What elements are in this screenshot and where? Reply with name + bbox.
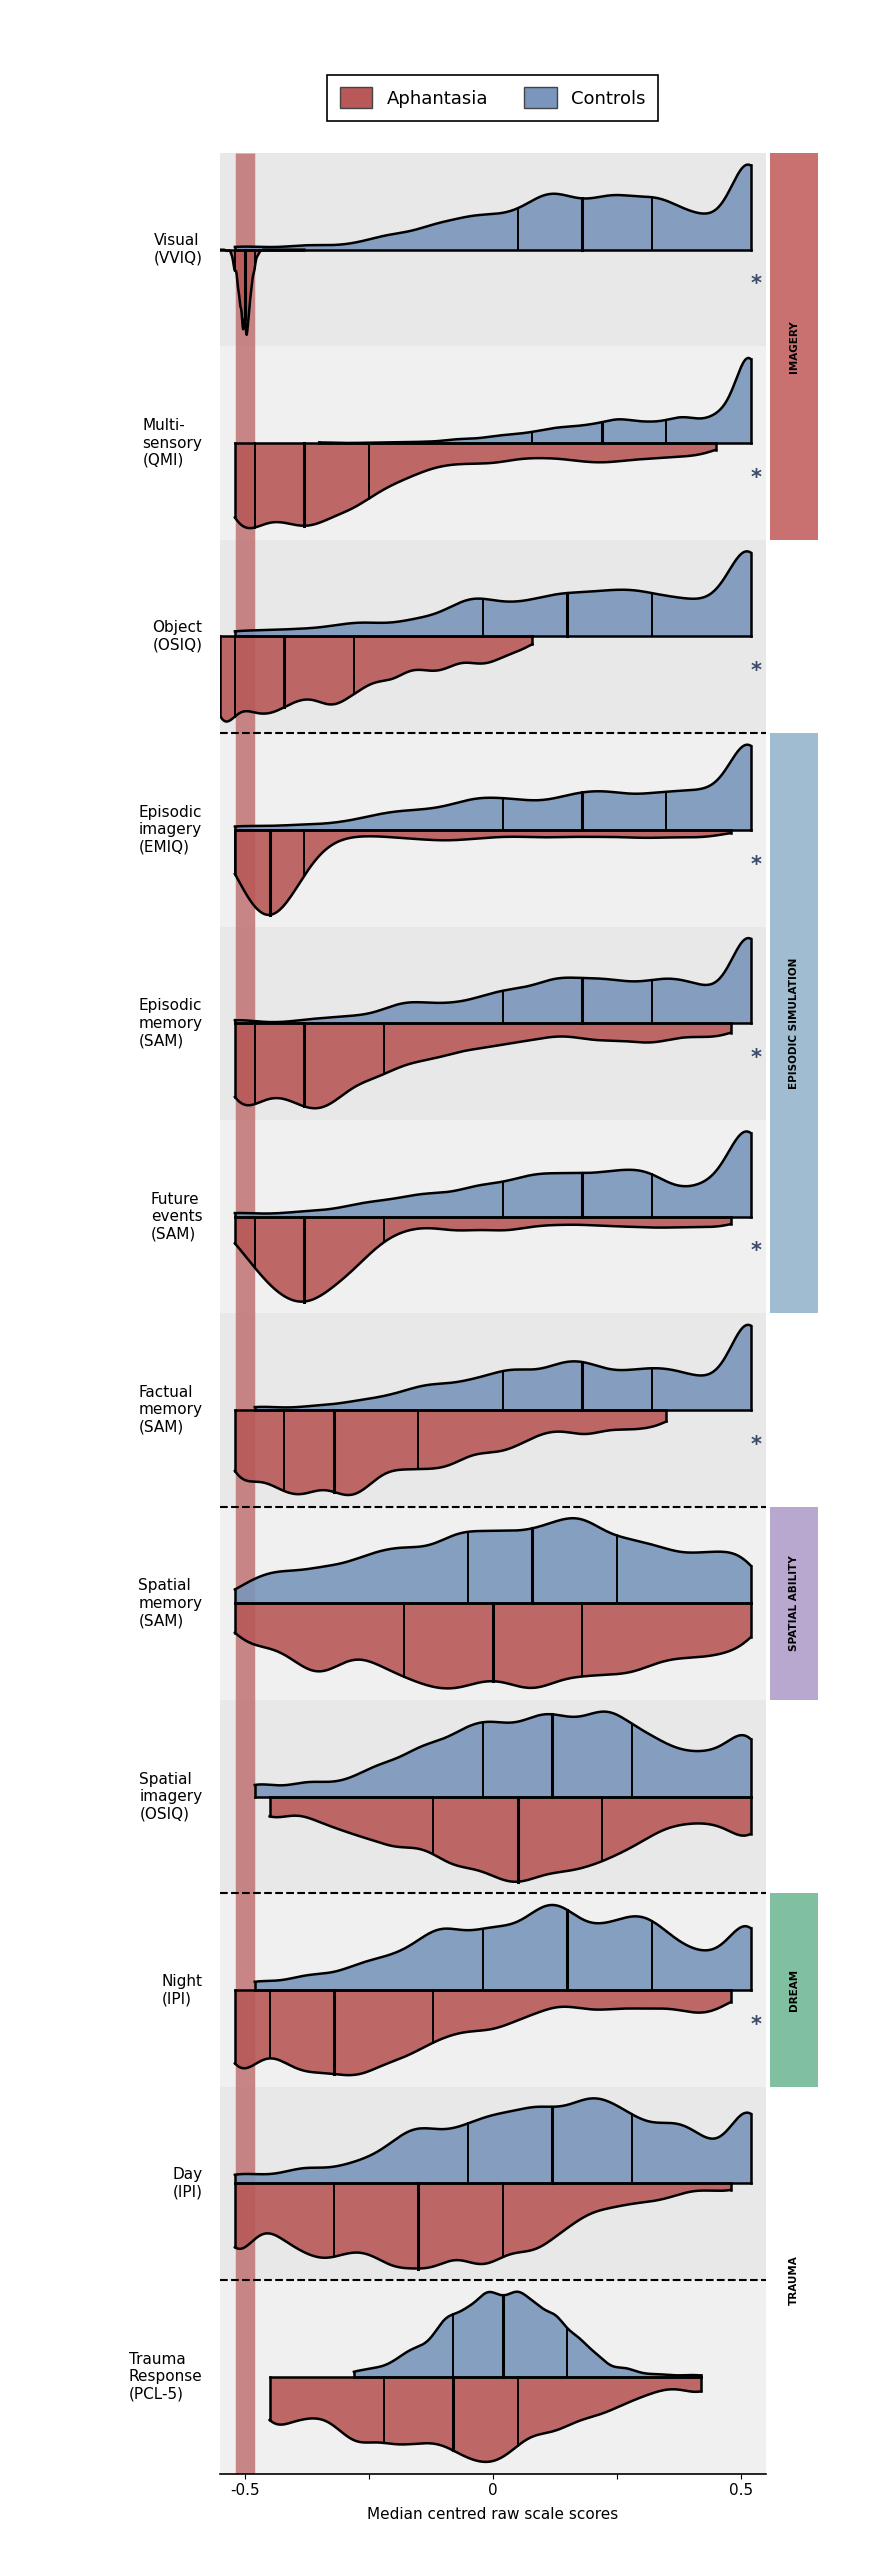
Bar [220,1701,766,1892]
Bar [220,153,766,347]
Bar [220,1119,766,1313]
Text: Night
(IPI): Night (IPI) [161,1974,202,2007]
Text: Factual
memory
(SAM): Factual memory (SAM) [138,1385,202,1436]
Text: Episodic
memory
(SAM): Episodic memory (SAM) [138,997,202,1048]
Bar [220,926,766,1119]
Text: Trauma
Response
(PCL-5): Trauma Response (PCL-5) [128,2351,202,2402]
X-axis label: Median centred raw scale scores: Median centred raw scale scores [367,2507,619,2522]
Bar [220,1892,766,2086]
Text: Multi-
sensory
(QMI): Multi- sensory (QMI) [143,418,202,469]
Text: Visual
(VVIQ): Visual (VVIQ) [153,235,202,265]
Text: *: * [750,1048,761,1068]
Bar [220,1507,766,1701]
Text: Spatial
imagery
(OSIQ): Spatial imagery (OSIQ) [139,1772,202,1821]
Text: *: * [750,2014,761,2035]
Bar [220,734,766,926]
Bar [220,1313,766,1507]
Text: *: * [750,467,761,487]
Legend: Aphantasia, Controls: Aphantasia, Controls [327,74,658,120]
Bar [220,347,766,541]
Text: SPATIAL ABILITY: SPATIAL ABILITY [789,1556,799,1652]
Text: TRAUMA: TRAUMA [789,2254,799,2305]
Text: *: * [750,854,761,875]
Text: Future
events
(SAM): Future events (SAM) [150,1191,202,1242]
Text: DREAM: DREAM [789,1969,799,2012]
Bar [220,541,766,734]
Text: *: * [750,275,761,293]
Text: *: * [750,1242,761,1262]
Text: *: * [750,1436,761,1453]
Text: Episodic
imagery
(EMIQ): Episodic imagery (EMIQ) [139,806,202,854]
Bar [220,2280,766,2473]
Bar [220,2086,766,2280]
Text: Object
(OSIQ): Object (OSIQ) [152,620,202,653]
Text: *: * [750,660,761,681]
Text: Spatial
memory
(SAM): Spatial memory (SAM) [138,1578,202,1629]
Text: EPISODIC SIMULATION: EPISODIC SIMULATION [789,956,799,1089]
Text: Day
(IPI): Day (IPI) [172,2168,202,2201]
Text: IMAGERY: IMAGERY [789,321,799,372]
